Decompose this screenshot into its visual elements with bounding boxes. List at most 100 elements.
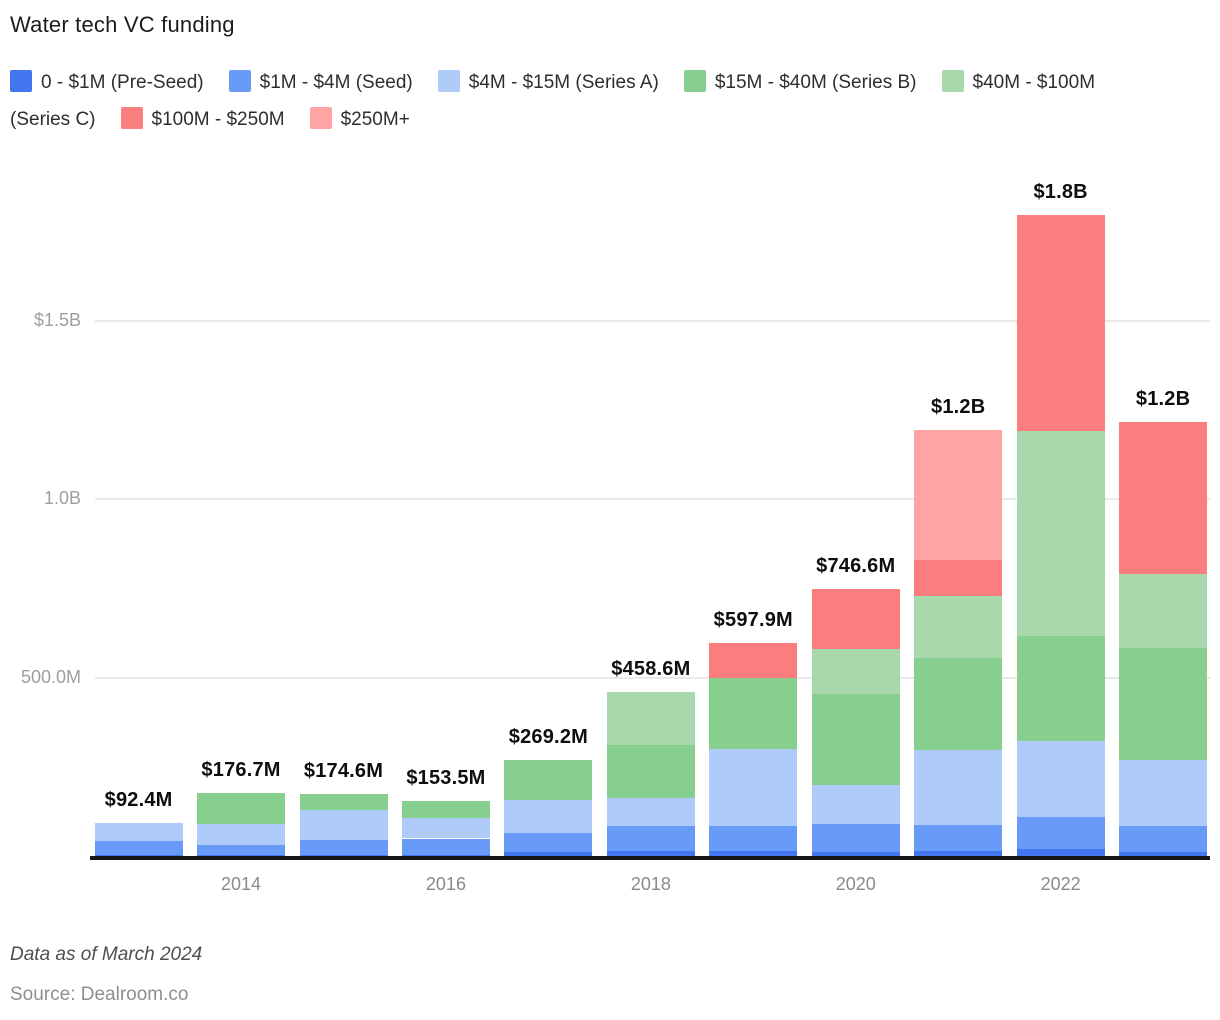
bar-segment[interactable] [504,852,593,856]
legend-swatch [941,70,964,92]
legend-label: $15M - $40M (Series B) [714,72,917,93]
bar-segment[interactable] [709,826,798,851]
bar-value-label: $1.2B [1135,388,1191,411]
bar-segment[interactable] [504,833,593,853]
bar-segment[interactable] [94,841,183,855]
source-credit: Source: Dealroom.co [10,984,189,1005]
legend-item-6[interactable]: $100M - $250M [120,107,285,130]
bar-value-label: $92.4M [104,789,173,811]
bar-segment[interactable] [1119,852,1208,856]
y-axis-tick-label: 500.0M [20,666,81,687]
bar-segment[interactable] [401,838,490,855]
bar-segment[interactable] [401,817,490,839]
bar-segment[interactable] [914,824,1003,851]
legend-swatch [437,70,460,92]
bar-segment[interactable] [914,658,1003,750]
bar-segment[interactable] [1119,648,1208,760]
bar-segment[interactable] [504,759,593,801]
bar-segment[interactable] [1016,816,1105,850]
y-axis-tick-label: 1.0B [43,488,81,508]
bar-segment[interactable] [1016,849,1105,856]
bar-segment[interactable] [401,801,490,818]
bar-segment[interactable] [197,844,286,856]
bar-segment[interactable] [914,595,1003,659]
x-axis-tick-label: 2020 [835,874,876,894]
bar-segment[interactable] [606,692,695,746]
legend-label: $250M+ [340,109,410,130]
bar-segment[interactable] [1119,573,1208,649]
legend-swatch [683,70,706,92]
bar-value-label: $153.5M [406,767,486,790]
bar-segment[interactable] [914,749,1003,825]
x-axis-tick-label: 2014 [221,874,262,894]
gridline [95,319,1210,322]
bar-value-label: $746.6M [816,555,896,578]
bar-segment[interactable] [94,854,183,856]
gridline [95,498,1210,500]
bar-segment[interactable] [1016,740,1105,817]
bar-segment[interactable] [811,648,900,694]
bar-segment[interactable] [299,810,388,840]
bar-segment[interactable] [197,792,286,824]
legend-item-5[interactable]: $40M - $100M (Series C) [10,70,1096,130]
bar-value-label: $1.8B [1033,180,1088,203]
bar-value-label: $176.7M [201,758,281,781]
bar-value-label: $458.6M [611,658,691,681]
legend-label: $4M - $15M (Series A) [468,72,659,93]
bar-segment[interactable] [811,823,900,853]
bar-segment[interactable] [811,693,900,785]
legend-label: 0 - $1M (Pre-Seed) [41,72,204,93]
bar-segment[interactable] [914,850,1003,856]
footnote: Data as of March 2024 [10,944,203,965]
legend-item-1[interactable]: 0 - $1M (Pre-Seed) [10,70,204,93]
bar-segment[interactable] [914,559,1003,596]
legend-item-3[interactable]: $4M - $15M (Series A) [437,70,659,93]
legend-swatch [228,70,251,92]
bar-segment[interactable] [1119,825,1208,853]
bar-segment[interactable] [1016,214,1105,431]
x-axis-tick-label: 2018 [630,874,671,894]
bar-segment[interactable] [606,826,695,851]
legend-label: $100M - $250M [151,109,285,130]
bar-segment[interactable] [709,851,798,856]
legend: 0 - $1M (Pre-Seed) $1M - $4M (Seed) $4M - … [10,64,1135,138]
bar-segment[interactable] [197,855,286,856]
legend-swatch [120,107,143,129]
bar-segment[interactable] [299,793,388,811]
bar-segment[interactable] [606,851,695,856]
legend-item-4[interactable]: $15M - $40M (Series B) [683,70,917,93]
bar-value-label: $597.9M [713,608,793,631]
bar-segment[interactable] [94,823,183,842]
bar-segment[interactable] [1016,430,1105,637]
legend-swatch [10,70,32,92]
bar-segment[interactable] [606,745,695,798]
bar-segment[interactable] [1119,422,1208,574]
bar-segment[interactable] [197,823,286,845]
gridline [95,676,1210,679]
bar-segment[interactable] [1016,636,1105,741]
bar-value-label: $174.6M [303,759,384,782]
bar-segment[interactable] [811,589,900,649]
bar-segment[interactable] [299,839,388,855]
chart-title: Water tech VC funding [10,12,235,37]
bar-segment[interactable] [709,749,798,826]
legend-label: $1M - $4M (Seed) [259,72,413,93]
bar-segment[interactable] [606,797,695,826]
bar-value-label: $269.2M [508,725,588,748]
legend-swatch [309,107,332,129]
legend-item-7[interactable]: $250M+ [309,107,410,130]
legend-item-2[interactable]: $1M - $4M (Seed) [228,70,413,93]
bar-segment[interactable] [914,429,1003,560]
bar-segment[interactable] [709,678,798,750]
bar-segment[interactable] [1119,759,1208,826]
bar-segment[interactable] [811,852,900,856]
bar-segment[interactable] [709,642,798,679]
x-axis-line [90,856,1210,860]
legend-label: $40M - $100M (Series C) [10,72,1096,130]
bar-segment[interactable] [504,800,593,834]
y-axis-tick-label: $1.5B [33,309,81,330]
bar-segment[interactable] [299,854,388,856]
bar-segment[interactable] [811,784,900,824]
bar-segment[interactable] [401,854,490,856]
x-axis-tick-label: 2022 [1040,874,1081,894]
